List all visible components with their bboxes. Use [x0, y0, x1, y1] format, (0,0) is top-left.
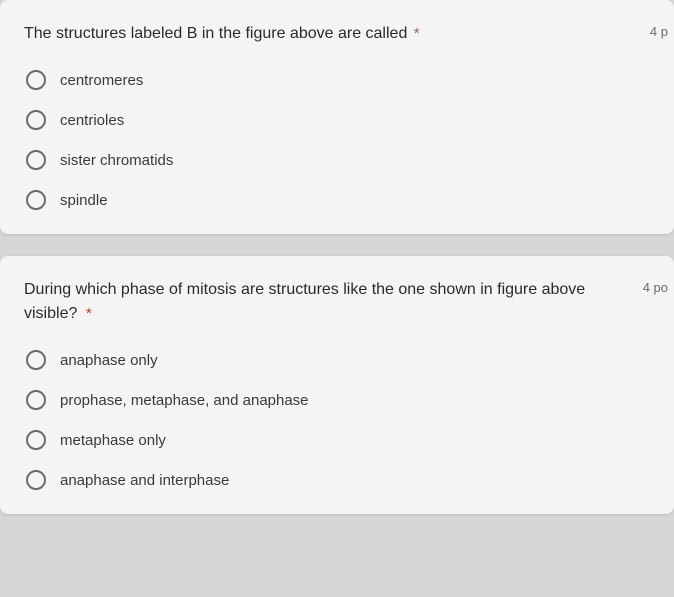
options-group: anaphase only prophase, metaphase, and a… — [24, 350, 650, 490]
question-header: During which phase of mitosis are struct… — [24, 278, 650, 326]
option-centromeres[interactable]: centromeres — [26, 70, 650, 90]
question-card-1: The structures labeled B in the figure a… — [0, 0, 674, 234]
option-label: prophase, metaphase, and anaphase — [60, 392, 309, 409]
radio-icon — [26, 110, 46, 130]
option-prophase-metaphase-anaphase[interactable]: prophase, metaphase, and anaphase — [26, 390, 650, 410]
question-card-2: During which phase of mitosis are struct… — [0, 256, 674, 514]
required-marker: * — [86, 305, 92, 322]
question-prompt: The structures labeled B in the figure a… — [24, 25, 407, 42]
radio-icon — [26, 350, 46, 370]
points-label: 4 p — [650, 22, 668, 39]
radio-icon — [26, 470, 46, 490]
option-label: spindle — [60, 192, 108, 209]
option-label: anaphase only — [60, 352, 158, 369]
option-label: metaphase only — [60, 432, 166, 449]
radio-icon — [26, 150, 46, 170]
option-metaphase-only[interactable]: metaphase only — [26, 430, 650, 450]
option-anaphase-interphase[interactable]: anaphase and interphase — [26, 470, 650, 490]
option-label: centromeres — [60, 72, 143, 89]
question-text: The structures labeled B in the figure a… — [24, 22, 650, 46]
option-label: sister chromatids — [60, 152, 173, 169]
option-centrioles[interactable]: centrioles — [26, 110, 650, 130]
required-marker: * — [414, 25, 420, 42]
option-anaphase-only[interactable]: anaphase only — [26, 350, 650, 370]
option-spindle[interactable]: spindle — [26, 190, 650, 210]
question-header: The structures labeled B in the figure a… — [24, 22, 650, 46]
option-label: centrioles — [60, 112, 124, 129]
radio-icon — [26, 390, 46, 410]
option-sister-chromatids[interactable]: sister chromatids — [26, 150, 650, 170]
question-text: During which phase of mitosis are struct… — [24, 278, 643, 326]
points-label: 4 po — [643, 278, 668, 295]
radio-icon — [26, 430, 46, 450]
radio-icon — [26, 190, 46, 210]
radio-icon — [26, 70, 46, 90]
option-label: anaphase and interphase — [60, 472, 229, 489]
question-prompt: During which phase of mitosis are struct… — [24, 281, 585, 322]
options-group: centromeres centrioles sister chromatids… — [24, 70, 650, 210]
